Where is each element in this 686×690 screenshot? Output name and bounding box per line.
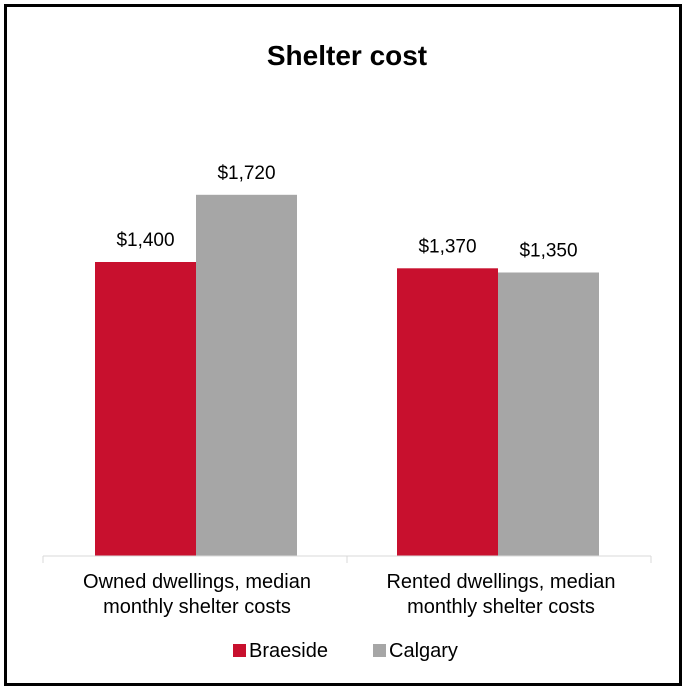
- legend-swatch-calgary: [373, 644, 386, 657]
- category-label-0: Owned dwellings, median monthly shelter c…: [83, 571, 311, 618]
- legend-swatch-braeside: [233, 644, 246, 657]
- legend-label-calgary: Calgary: [389, 640, 458, 662]
- bar-braeside-0: [95, 262, 196, 556]
- data-label-calgary-0: $1,720: [217, 163, 275, 184]
- legend-label-braeside: Braeside: [249, 640, 328, 662]
- data-label-braeside-1: $1,370: [418, 236, 476, 257]
- chart-title: Shelter cost: [267, 40, 427, 71]
- data-label-braeside-0: $1,400: [116, 230, 174, 251]
- bar-braeside-1: [397, 268, 498, 556]
- bar-calgary-1: [498, 272, 599, 556]
- legend: Braeside Calgary: [233, 640, 458, 662]
- category-label-1: Rented dwellings, median monthly shelter …: [386, 571, 615, 618]
- bar-calgary-0: [196, 194, 297, 557]
- bars-group: [95, 194, 599, 557]
- shelter-cost-chart: Shelter cost $1,400 $1,370 $1,720 $1,350 Ow…: [42, 40, 652, 662]
- data-labels-group: $1,400 $1,370 $1,720 $1,350: [116, 163, 577, 262]
- x-axis: Owned dwellings, median monthly shelter c…: [42, 555, 652, 618]
- data-label-calgary-1: $1,350: [519, 241, 577, 262]
- chart-frame: Shelter cost $1,400 $1,370 $1,720 $1,350 Ow…: [4, 4, 682, 686]
